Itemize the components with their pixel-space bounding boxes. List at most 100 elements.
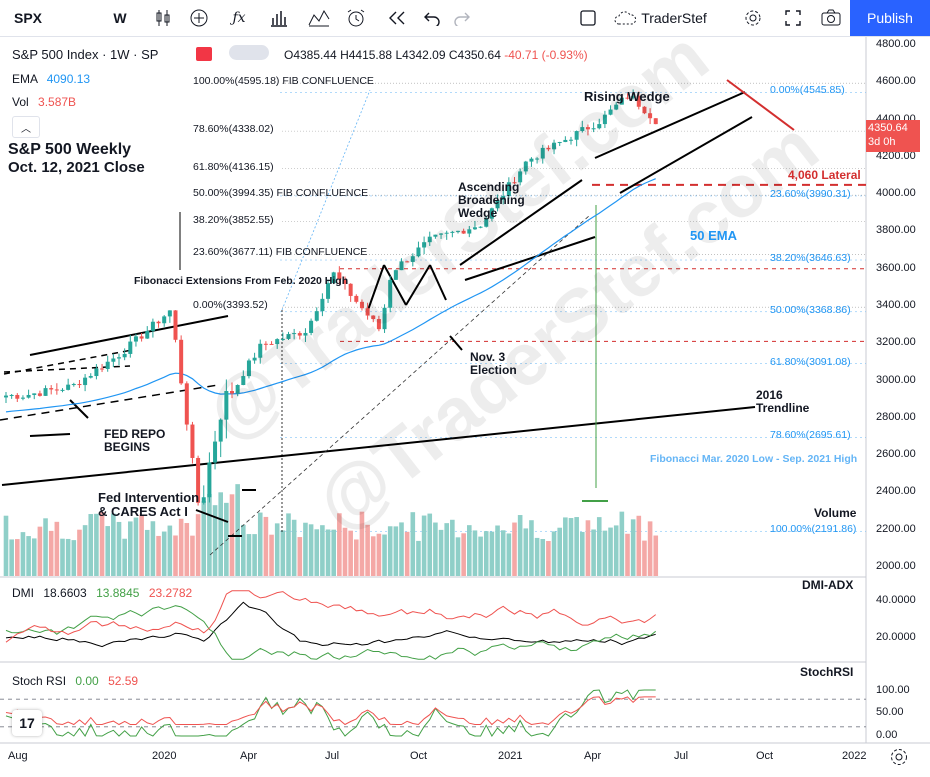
bar-chart-icon[interactable]	[264, 0, 294, 36]
price-tick: 2600.00	[876, 448, 916, 461]
volume-legend-value: 3.587B	[38, 95, 77, 109]
election-label-2: Election	[470, 363, 517, 377]
volume-bar	[291, 519, 297, 576]
candle-body	[648, 113, 653, 119]
double-top-3	[405, 264, 431, 306]
volume-bar	[161, 531, 167, 576]
candle-body	[83, 377, 88, 386]
price-tick: 3400.00	[876, 299, 916, 311]
candle-body	[167, 310, 172, 317]
candle-body	[546, 147, 551, 150]
volume-bar	[342, 527, 348, 576]
indicators-fx-icon[interactable]: ƒx	[232, 10, 246, 26]
publish-button[interactable]: Publish	[850, 0, 930, 36]
candle-body	[608, 109, 613, 115]
dmi-label: DMI	[12, 586, 34, 600]
collapse-legend-button[interactable]: ︿	[12, 116, 40, 138]
compare-icon[interactable]	[304, 0, 334, 36]
candle-body	[32, 393, 37, 395]
volume-bar	[286, 513, 291, 576]
chart-title: S&P 500 Weekly	[8, 141, 132, 158]
candle-body	[54, 389, 59, 391]
trendline-2016	[1, 406, 756, 486]
volume-bar	[99, 511, 105, 576]
symbol-search[interactable]: SPX	[13, 10, 42, 26]
broadening-wedge-lower	[464, 236, 596, 281]
volume-bar	[9, 539, 14, 576]
dmi-value-3: 23.2782	[148, 586, 193, 600]
candle-body	[371, 315, 376, 320]
volume-bar	[65, 538, 71, 576]
fullscreen-icon[interactable]	[778, 0, 808, 36]
volume-bar	[173, 535, 178, 576]
candle-body	[207, 462, 212, 498]
candle-body	[117, 357, 121, 359]
volume-bar	[359, 511, 365, 576]
ohlc-low: L4342.09	[395, 48, 446, 62]
candle-body	[580, 127, 585, 132]
axis-settings-gear-icon[interactable]	[888, 746, 910, 768]
volume-bar	[461, 533, 466, 576]
volume-bar	[642, 540, 647, 576]
candle-body	[252, 357, 257, 361]
candle-body	[9, 394, 14, 396]
volume-bar	[303, 522, 308, 576]
fib-mar-note: Fibonacci Mar. 2020 Low - Sep. 2021 High	[650, 453, 858, 465]
candle-body	[518, 171, 523, 183]
add-indicator-icon[interactable]	[184, 0, 214, 36]
candle-body	[393, 270, 398, 280]
interval-button[interactable]: W	[113, 10, 127, 26]
candle-body	[196, 457, 201, 503]
snapshot-camera-icon[interactable]	[816, 0, 846, 36]
fib-extension-label: 23.60%(3677.11) FIB CONFLUENCE	[193, 246, 368, 259]
settings-gear-icon[interactable]	[738, 0, 768, 36]
user-layout-button[interactable]: TraderStef	[612, 0, 708, 36]
candle-body	[218, 419, 223, 442]
volume-bar	[500, 530, 506, 576]
cloud-icon	[614, 11, 637, 25]
candle-body	[653, 118, 658, 125]
volume-bar	[337, 513, 342, 576]
candle-body	[286, 334, 291, 339]
toggle-visibility[interactable]	[229, 45, 269, 60]
flag-icon[interactable]	[196, 47, 212, 61]
volume-bar	[551, 531, 557, 576]
volume-bar	[506, 533, 512, 576]
alert-clock-icon[interactable]	[340, 0, 372, 36]
stoch-value-d: 52.59	[108, 674, 139, 688]
volume-bar	[416, 540, 421, 576]
volume-bar	[630, 519, 636, 576]
stoch-tick-50: 50.00	[876, 706, 904, 718]
volume-bar	[195, 514, 201, 576]
candle-body	[388, 279, 393, 308]
price-tick: 2000.00	[876, 560, 916, 572]
candle-body	[320, 298, 325, 312]
time-tick: 2022	[842, 750, 867, 762]
candle-body	[15, 394, 20, 399]
redo-icon[interactable]	[448, 0, 476, 36]
volume-bar	[48, 530, 54, 576]
ema-legend-value: 4090.13	[46, 72, 91, 86]
chart-canvas[interactable]	[0, 37, 930, 777]
candle-body	[26, 394, 31, 398]
volume-bar	[325, 529, 331, 576]
candle-body	[563, 139, 568, 143]
undo-icon[interactable]	[418, 0, 446, 36]
price-tick: 4600.00	[876, 75, 916, 88]
candle-body	[94, 368, 99, 377]
candle-body	[77, 384, 82, 386]
candle-body	[213, 441, 218, 463]
volume-bar	[608, 527, 613, 576]
candle-body	[495, 199, 500, 209]
layout-square-icon[interactable]	[574, 0, 602, 36]
candle-body	[484, 218, 489, 227]
volume-bar	[444, 523, 449, 576]
volume-bar	[77, 529, 82, 576]
replay-icon[interactable]	[382, 0, 412, 36]
candle-body	[275, 339, 280, 345]
candle-body	[506, 182, 511, 196]
volume-bar	[331, 529, 336, 576]
candles	[4, 89, 658, 506]
volume-bar	[71, 540, 77, 576]
candles-icon[interactable]	[148, 0, 178, 36]
